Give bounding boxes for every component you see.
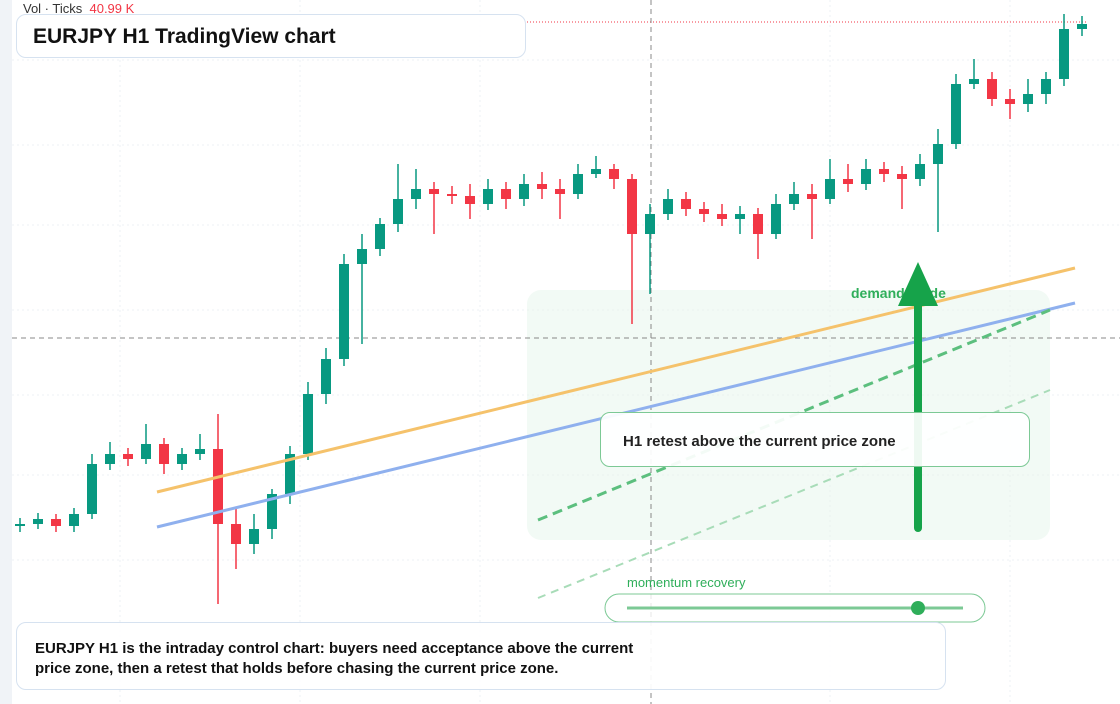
volume-label: Vol · Ticks (23, 1, 83, 16)
candle-body (195, 449, 205, 454)
candle-body (825, 179, 835, 199)
candle-body (717, 214, 727, 219)
candle-body (807, 194, 817, 199)
candle-body (393, 199, 403, 224)
candle-body (231, 524, 241, 544)
candle-body (1005, 99, 1015, 104)
candle-body (915, 164, 925, 179)
candle-body (735, 214, 745, 219)
candle-body (627, 179, 637, 234)
slider-knob (911, 601, 925, 615)
candle-body (951, 84, 961, 144)
candle-body (771, 204, 781, 234)
candle-body (987, 79, 997, 99)
candle-body (411, 189, 421, 199)
candle-body (177, 454, 187, 464)
candle-body (375, 224, 385, 249)
candle-body (501, 189, 511, 199)
candle-body (357, 249, 367, 264)
candle-body (321, 359, 331, 394)
candle-body (69, 514, 79, 526)
candle-body (519, 184, 529, 199)
candle-body (303, 394, 313, 454)
candle-body (159, 444, 169, 464)
title: EURJPY H1 TradingView chart (16, 14, 526, 58)
candle-body (87, 464, 97, 514)
candle-body (267, 494, 277, 529)
candle-body (897, 174, 907, 179)
candle-body (123, 454, 133, 459)
candle-body (699, 209, 709, 214)
candle-body (465, 196, 475, 204)
candle-body (483, 189, 493, 204)
candle-body (15, 524, 25, 526)
candle-body (681, 199, 691, 209)
candle-body (609, 169, 619, 179)
candle-body (51, 519, 61, 526)
momentum-label: momentum recovery (627, 575, 746, 590)
retest-callout: H1 retest above the current price zone (600, 412, 1030, 467)
candle-body (105, 454, 115, 464)
candle-body (663, 199, 673, 214)
candle-body (339, 264, 349, 359)
candle-body (843, 179, 853, 184)
candle-body (645, 214, 655, 234)
candle-body (33, 519, 43, 524)
candles (15, 14, 1087, 604)
candle-body (555, 189, 565, 194)
candle-body (1023, 94, 1033, 104)
candle-body (447, 194, 457, 196)
candle-body (969, 79, 979, 84)
left-edge (0, 0, 12, 704)
candle-body (249, 529, 259, 544)
candle-body (213, 449, 223, 524)
candle-body (933, 144, 943, 164)
candle-body (591, 169, 601, 174)
candle-body (573, 174, 583, 194)
candle-body (1041, 79, 1051, 94)
candle-body (753, 214, 763, 234)
candle-body (861, 169, 871, 184)
candle-body (879, 169, 889, 174)
note: EURJPY H1 is the intraday control chart:… (16, 622, 946, 690)
candle-body (789, 194, 799, 204)
volume-legend: Vol · Ticks 40.99 K (23, 1, 134, 16)
volume-value: 40.99 K (89, 1, 135, 16)
candle-body (141, 444, 151, 459)
candle-body (285, 454, 295, 494)
candle-body (429, 189, 439, 194)
arrow-head (898, 262, 938, 306)
candle-body (1059, 29, 1069, 79)
candle-body (1077, 24, 1087, 29)
candle-body (537, 184, 547, 189)
